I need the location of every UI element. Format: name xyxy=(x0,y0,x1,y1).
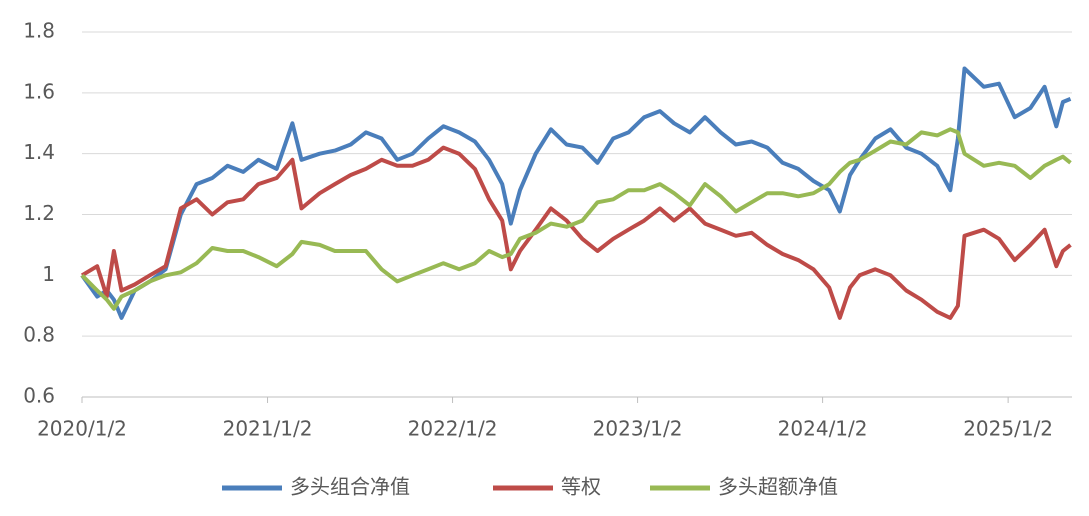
y-tick-label: 0.8 xyxy=(23,323,55,347)
y-tick-label: 1.2 xyxy=(23,201,55,225)
legend-label: 多头超额净值 xyxy=(718,475,838,499)
x-tick-label: 2020/1/2 xyxy=(37,417,127,441)
legend-label: 多头组合净值 xyxy=(290,475,410,499)
x-tick-label: 2021/1/2 xyxy=(223,417,313,441)
y-tick-label: 1.4 xyxy=(23,140,55,164)
x-tick-label: 2023/1/2 xyxy=(593,417,683,441)
y-tick-label: 1.6 xyxy=(23,79,55,103)
series-line xyxy=(80,127,1072,311)
x-tick-label: 2025/1/2 xyxy=(963,417,1053,441)
y-tick-label: 1.8 xyxy=(23,19,55,43)
y-tick-label: 0.6 xyxy=(23,384,55,408)
series-line xyxy=(80,66,1072,320)
x-tick-label: 2024/1/2 xyxy=(778,417,868,441)
legend-label: 等权 xyxy=(561,475,601,499)
x-tick-label: 2022/1/2 xyxy=(408,417,498,441)
series-line xyxy=(80,145,1072,320)
y-tick-label: 1 xyxy=(42,262,55,286)
